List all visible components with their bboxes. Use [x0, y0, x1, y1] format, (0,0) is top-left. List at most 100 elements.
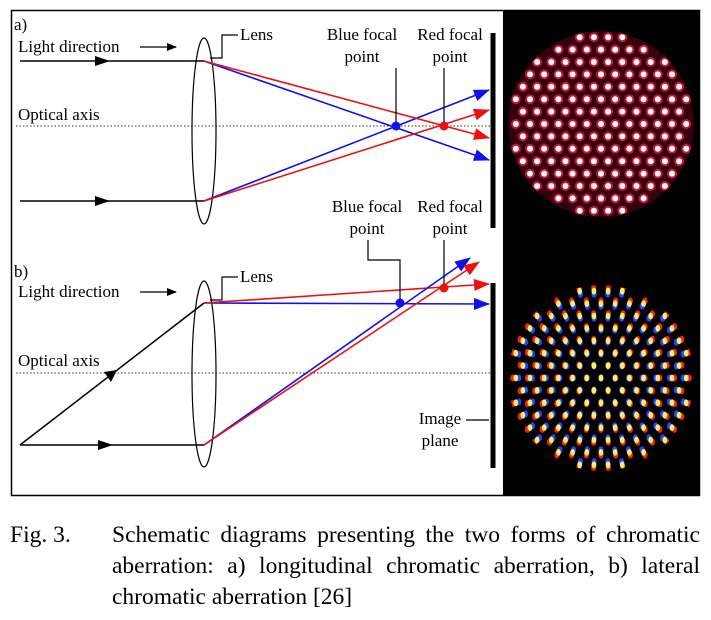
spot [591, 362, 597, 369]
spot [612, 424, 618, 431]
spot [576, 83, 583, 90]
spot [541, 71, 548, 78]
spot [661, 133, 668, 140]
spot [612, 46, 619, 53]
spot [541, 145, 548, 152]
spot [627, 399, 632, 407]
panel-b-blue-focal-line1: Blue focal [332, 197, 403, 216]
spot [647, 158, 654, 165]
blue-ray-bottom-a [203, 89, 490, 202]
spot [676, 158, 683, 165]
spot [527, 325, 533, 332]
spot [612, 121, 619, 127]
spot [676, 337, 682, 345]
spot [612, 399, 618, 407]
spot [548, 362, 554, 369]
spot [541, 399, 547, 407]
panel-a: a) Light direction Lens Optical axis Blu… [14, 15, 496, 228]
figure-caption: Fig. 3. Schematic diagrams presenting th… [10, 520, 700, 613]
spot [541, 170, 548, 177]
spot [570, 300, 575, 307]
spot [569, 46, 576, 53]
spot [612, 449, 618, 456]
spot [619, 34, 626, 41]
spot [563, 411, 568, 419]
spot [527, 170, 533, 177]
spot [661, 108, 668, 115]
spot [605, 158, 612, 165]
panel-b-red-focal-line1: Red focal [417, 197, 483, 216]
spot [512, 145, 519, 152]
spot [654, 71, 661, 78]
spot [534, 158, 541, 165]
chromatic-aberration-figure: a) Light direction Lens Optical axis Blu… [10, 9, 701, 497]
panel-b: Blue focal point Red focal point b) Ligh… [14, 197, 496, 468]
spot [548, 387, 554, 394]
spot [556, 424, 561, 431]
spot [640, 145, 647, 152]
spot [612, 325, 618, 332]
spot [605, 387, 611, 394]
spot [676, 362, 682, 369]
spot [627, 300, 632, 307]
spot [598, 96, 604, 103]
spot [548, 183, 555, 189]
spot [562, 83, 569, 90]
spot [584, 424, 590, 431]
spot [661, 183, 668, 189]
spot [654, 170, 661, 177]
spot [590, 183, 597, 189]
spot [598, 170, 604, 177]
spot [534, 362, 540, 369]
spot [583, 46, 590, 53]
spot [541, 374, 547, 382]
panel-b-tag: b) [14, 262, 28, 281]
spot [576, 34, 583, 41]
spot [563, 387, 568, 394]
spot [648, 362, 654, 369]
incoming-ray-arrow-flat-b [98, 440, 113, 450]
spot [562, 108, 569, 115]
spot [591, 312, 597, 320]
spot [626, 145, 633, 152]
spot [576, 158, 583, 165]
spot [563, 436, 568, 444]
spot [676, 108, 683, 115]
spot [619, 133, 626, 140]
spot [541, 96, 548, 103]
spot [534, 436, 540, 444]
spot [534, 108, 541, 115]
spot [583, 195, 590, 202]
spot [619, 436, 625, 444]
spot [640, 46, 647, 53]
spot [683, 374, 689, 382]
spot [555, 46, 562, 53]
spot [527, 121, 533, 127]
spot [598, 145, 604, 152]
spot [605, 362, 611, 369]
spot [669, 71, 675, 78]
spot [591, 436, 597, 444]
spot [619, 362, 625, 369]
spot [556, 449, 561, 456]
spot [605, 34, 612, 41]
blue-focal-label-a-line1: Blue focal [327, 25, 398, 44]
spot [527, 399, 533, 407]
panel-a-tag: a) [14, 15, 27, 34]
spot [555, 96, 562, 103]
spot [605, 312, 611, 320]
red-ray-bottom-b [203, 261, 480, 446]
spot [569, 145, 576, 152]
spot [577, 436, 583, 444]
spot [527, 424, 533, 431]
spot [619, 183, 626, 189]
spot [619, 59, 626, 65]
spot [605, 287, 611, 295]
spot [662, 436, 668, 444]
spot [519, 83, 526, 90]
spot [633, 183, 640, 189]
lens-b [191, 280, 217, 468]
spot [570, 449, 575, 456]
spot [548, 59, 555, 65]
spot [619, 207, 626, 214]
